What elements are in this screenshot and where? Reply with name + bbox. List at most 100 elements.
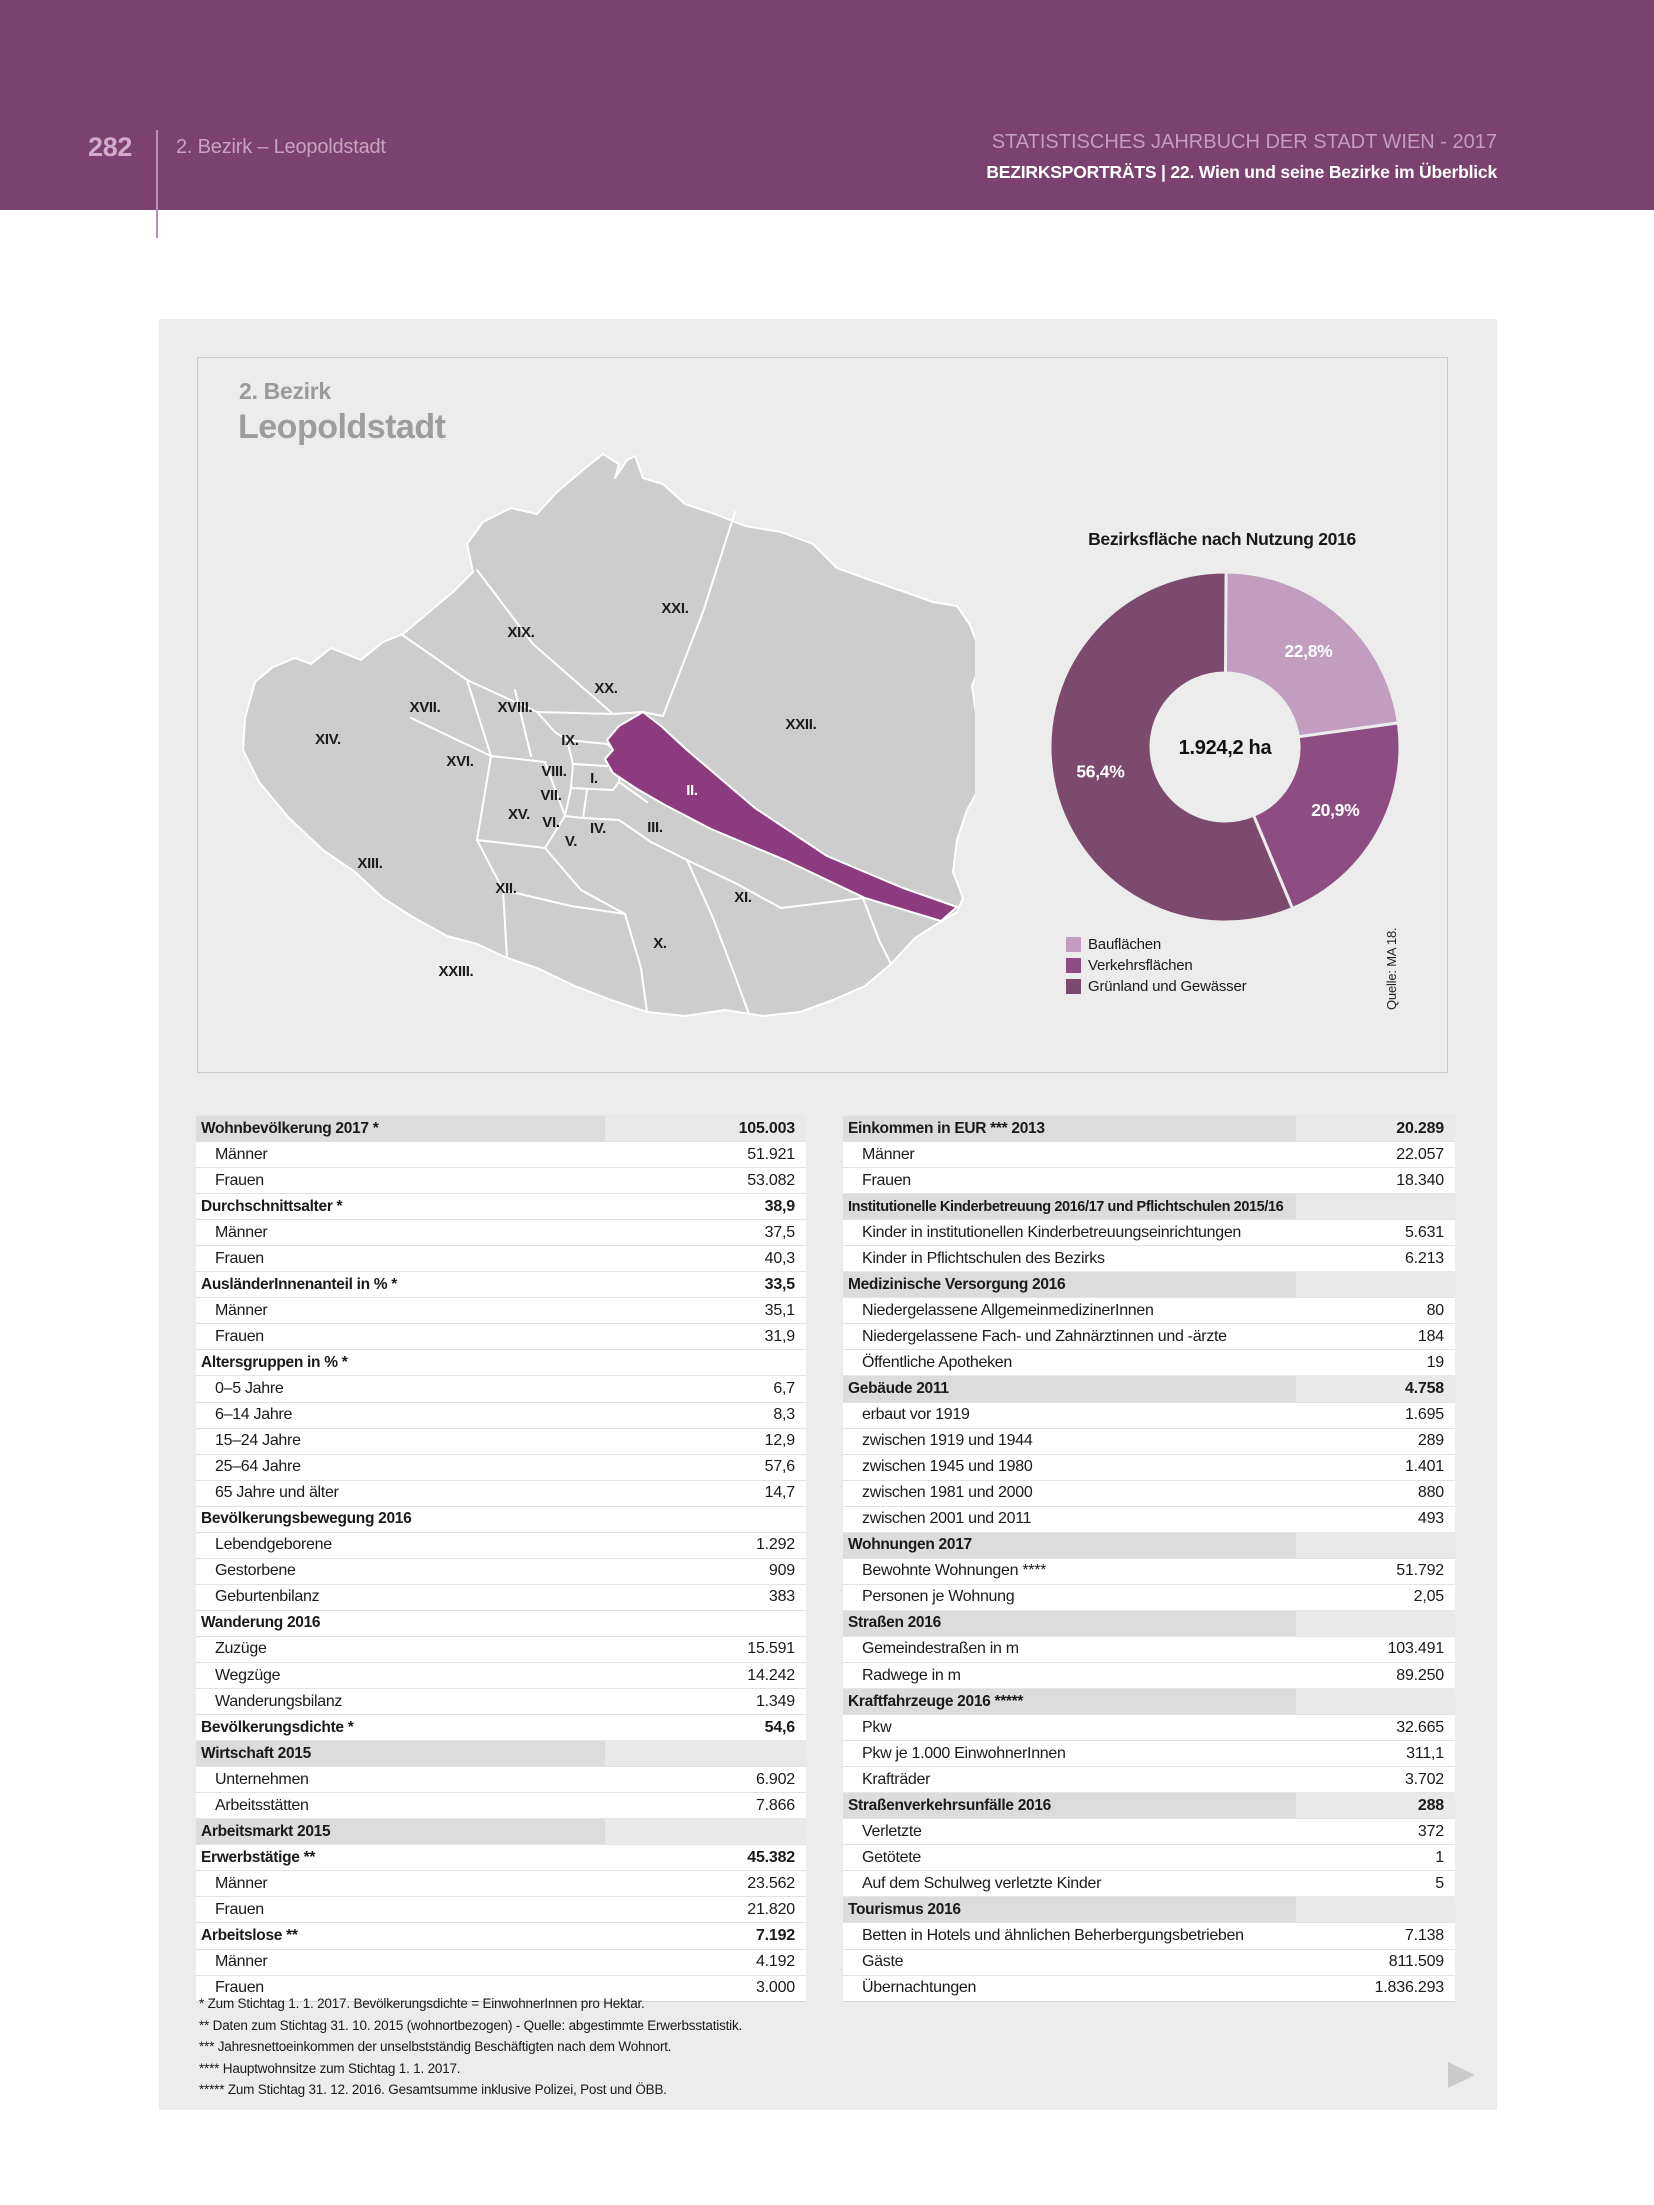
row-label: Frauen xyxy=(215,1979,264,1997)
row-label: 6–14 Jahre xyxy=(215,1406,293,1424)
row-value: 1.836.293 xyxy=(1374,1979,1445,1997)
district-label-VIII: VIII. xyxy=(541,763,566,780)
donut-center-label: 1.924,2 ha xyxy=(1179,737,1273,759)
table-row: Zuzüge 15.591 xyxy=(196,1635,806,1662)
page-number: 282 xyxy=(88,132,133,162)
row-label: AusländerInnenanteil in % * xyxy=(201,1275,398,1293)
row-value: 811.509 xyxy=(1388,1953,1444,1971)
district-label-XXII: XXII. xyxy=(785,716,816,733)
district-label-VII: VII. xyxy=(540,787,561,804)
district-label-XIII: XIII. xyxy=(357,855,382,872)
row-value: 45.382 xyxy=(747,1848,795,1866)
row-label: Männer xyxy=(215,1301,268,1319)
legend-swatch-icon xyxy=(1066,937,1081,952)
table-row: AusländerInnenanteil in % * 33,5 xyxy=(196,1271,806,1297)
row-label: Personen je Wohnung xyxy=(862,1588,1015,1606)
table-row: Wohnbevölkerung 2017 * 105.003 xyxy=(196,1115,806,1142)
row-label: Getötete xyxy=(862,1848,921,1866)
row-value: 38,9 xyxy=(764,1197,796,1215)
legend-label: Bauflächen xyxy=(1088,936,1162,953)
table-row: zwischen 1981 und 2000 880 xyxy=(843,1479,1455,1506)
map-chart-panel xyxy=(197,357,1448,1073)
table-row: Bevölkerungsdichte * 54,6 xyxy=(196,1714,806,1740)
row-value: 23.562 xyxy=(747,1874,795,1892)
row-value: 7.138 xyxy=(1404,1926,1444,1944)
table-row: Erwerbstätige ** 45.382 xyxy=(196,1844,806,1870)
row-value: 289 xyxy=(1417,1432,1444,1450)
row-value: 1.695 xyxy=(1404,1406,1444,1424)
table-row: Bewohnte Wohnungen **** 51.792 xyxy=(843,1557,1455,1584)
row-value: 6.213 xyxy=(1404,1249,1444,1267)
row-value xyxy=(1295,1610,1455,1636)
table-row: Straßenverkehrsunfälle 2016 288 xyxy=(843,1792,1455,1819)
table-row: Bevölkerungsbewegung 2016 xyxy=(196,1505,806,1532)
row-value: 103.491 xyxy=(1387,1640,1445,1658)
row-label: Tourismus 2016 xyxy=(843,1897,1296,1923)
next-page-arrow-icon[interactable] xyxy=(1448,2062,1475,2088)
table-row: Pkw 32.665 xyxy=(843,1714,1455,1740)
district-label-XIX: XIX. xyxy=(507,624,534,641)
row-value: 909 xyxy=(768,1562,795,1580)
row-label: Öffentliche Apotheken xyxy=(862,1353,1012,1371)
row-value: 54,6 xyxy=(764,1718,796,1736)
row-label: Pkw xyxy=(862,1718,892,1736)
table-row: Kinder in institutionellen Kinderbetreuu… xyxy=(843,1219,1455,1245)
row-value: 880 xyxy=(1417,1484,1444,1502)
highlighted-district-ii[interactable] xyxy=(604,711,958,922)
row-label: Frauen xyxy=(215,1327,264,1345)
row-label: Auf dem Schulweg verletzte Kinder xyxy=(862,1874,1102,1892)
row-value: 19 xyxy=(1426,1353,1445,1371)
donut-slice-Grünland und Gewässer xyxy=(1048,570,1295,924)
row-label: Erwerbstätige ** xyxy=(201,1848,316,1866)
table-row: Kraftfahrzeuge 2016 ***** xyxy=(843,1688,1455,1715)
row-value: 3.702 xyxy=(1404,1770,1444,1788)
row-label: Unternehmen xyxy=(215,1770,309,1788)
row-label: Frauen xyxy=(215,1171,264,1189)
row-label: Gebäude 2011 xyxy=(843,1376,1296,1402)
row-value: 6,7 xyxy=(773,1379,795,1397)
district-label-VI: VI. xyxy=(542,814,560,831)
table-row: Durchschnittsalter * 38,9 xyxy=(196,1193,806,1219)
table-row: Medizinische Versorgung 2016 xyxy=(843,1271,1455,1298)
row-value: 383 xyxy=(768,1588,795,1606)
table-row: Frauen 21.820 xyxy=(196,1896,806,1922)
row-label: Pkw je 1.000 EinwohnerInnen xyxy=(862,1744,1066,1762)
table-row: Wanderungsbilanz 1.349 xyxy=(196,1688,806,1714)
legend-item: Verkehrsflächen xyxy=(1066,955,1246,976)
district-label-XXIII: XXIII. xyxy=(439,963,474,980)
table-row: Männer 22.057 xyxy=(843,1141,1455,1167)
row-label: zwischen 2001 und 2011 xyxy=(862,1510,1032,1528)
district-label-I: I. xyxy=(590,770,598,787)
donut-value-label: 22,8% xyxy=(1284,641,1333,661)
district-label-X: X. xyxy=(653,935,667,952)
row-label: Gäste xyxy=(862,1953,904,1971)
row-value: 31,9 xyxy=(764,1327,796,1345)
table-row: Tourismus 2016 xyxy=(843,1896,1455,1923)
row-label: Wegzüge xyxy=(215,1666,281,1684)
table-row: Verletzte 372 xyxy=(843,1818,1455,1844)
table-row: 6–14 Jahre 8,3 xyxy=(196,1401,806,1428)
row-label: Frauen xyxy=(215,1900,264,1918)
row-label: Bewohnte Wohnungen **** xyxy=(862,1562,1047,1580)
district-label-XVIII: XVIII. xyxy=(498,699,533,716)
table-row: Männer 4.192 xyxy=(196,1948,806,1975)
row-value: 35,1 xyxy=(764,1301,796,1319)
row-label: Geburtenbilanz xyxy=(215,1588,320,1606)
row-value xyxy=(1295,1272,1455,1298)
row-value: 184 xyxy=(1417,1327,1444,1345)
vienna-district-map: XIX. XXI. XX. XXII. XVII. XVIII. XIV. IX. XVI. VI… xyxy=(242,453,975,1017)
table-row: Unternehmen 6.902 xyxy=(196,1766,806,1792)
row-value: 51.792 xyxy=(1396,1562,1444,1580)
row-value xyxy=(605,1507,806,1532)
table-row: Männer 23.562 xyxy=(196,1870,806,1896)
row-value: 80 xyxy=(1426,1301,1445,1319)
district-label-XII: XII. xyxy=(495,880,516,897)
legend-swatch-icon xyxy=(1066,958,1081,973)
row-value: 3.000 xyxy=(755,1979,795,1997)
row-label: Wirtschaft 2015 xyxy=(196,1741,605,1767)
row-label: Durchschnittsalter * xyxy=(201,1197,343,1215)
row-label: Arbeitsmarkt 2015 xyxy=(196,1819,605,1845)
table-row: Altersgruppen in % * xyxy=(196,1349,806,1375)
district-label-II: II. xyxy=(686,782,698,799)
header-divider xyxy=(156,130,158,238)
